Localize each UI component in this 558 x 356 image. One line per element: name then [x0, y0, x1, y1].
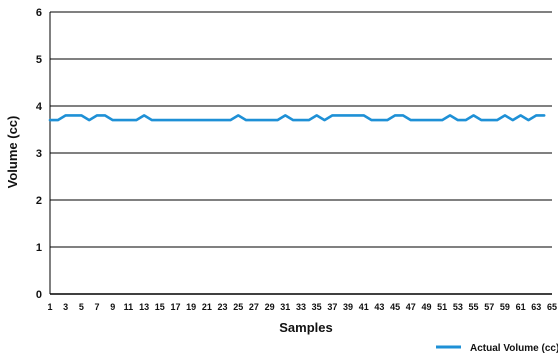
x-tick-label-30: 61	[516, 302, 526, 312]
x-tick-label-24: 49	[421, 302, 431, 312]
y-tick-label-2: 2	[36, 195, 42, 207]
x-tick-label-27: 55	[469, 302, 479, 312]
x-tick-label-13: 27	[249, 302, 259, 312]
gridlines	[49, 11, 552, 295]
x-tick-label-11: 23	[218, 302, 228, 312]
x-tick-label-15: 31	[280, 302, 290, 312]
x-tick-label-18: 37	[327, 302, 337, 312]
x-axis-title: Samples	[279, 320, 332, 335]
y-axis-ticks: 0 1 2 3 4 5 6	[36, 7, 43, 301]
y-tick-label-1: 1	[36, 242, 42, 254]
x-tick-label-10: 21	[202, 302, 212, 312]
x-tick-label-21: 43	[374, 302, 384, 312]
x-tick-label-7: 15	[155, 302, 165, 312]
x-tick-label-17: 35	[312, 302, 322, 312]
x-tick-label-29: 59	[500, 302, 510, 312]
x-tick-label-32: 65	[547, 302, 557, 312]
x-tick-label-8: 17	[170, 302, 180, 312]
legend-series-label: Actual Volume (cc)	[470, 343, 558, 354]
x-tick-label-2: 5	[79, 302, 84, 312]
x-tick-label-9: 19	[186, 302, 196, 312]
x-tick-label-3: 7	[95, 302, 100, 312]
x-tick-label-14: 29	[265, 302, 275, 312]
legend: Actual Volume (cc)	[436, 343, 558, 354]
x-tick-label-26: 53	[453, 302, 463, 312]
y-tick-label-3: 3	[36, 148, 42, 160]
x-tick-label-1: 3	[63, 302, 68, 312]
x-tick-label-25: 51	[437, 302, 447, 312]
y-tick-label-0: 0	[36, 289, 42, 301]
y-tick-label-5: 5	[36, 54, 42, 66]
x-tick-label-20: 41	[359, 302, 369, 312]
x-tick-label-22: 45	[390, 302, 400, 312]
series-layer	[48, 114, 546, 122]
x-tick-label-23: 47	[406, 302, 416, 312]
y-tick-label-4: 4	[36, 101, 43, 113]
x-tick-label-4: 9	[110, 302, 115, 312]
x-tick-label-12: 25	[233, 302, 243, 312]
series-line-0	[48, 114, 546, 122]
x-tick-label-19: 39	[343, 302, 353, 312]
x-tick-label-0: 1	[47, 302, 52, 312]
x-tick-label-28: 57	[484, 302, 494, 312]
x-tick-label-31: 63	[531, 302, 541, 312]
y-tick-label-6: 6	[36, 7, 42, 19]
x-tick-label-16: 33	[296, 302, 306, 312]
x-tick-label-5: 11	[124, 302, 134, 312]
x-tick-label-6: 13	[139, 302, 149, 312]
x-axis-ticks: 1 3 5 7 9 11 13 15 17 19 21 23 25 27 29 31 33 35 37 39 41 43 4…	[47, 302, 557, 312]
y-axis-title: Volume (cc)	[5, 116, 20, 189]
